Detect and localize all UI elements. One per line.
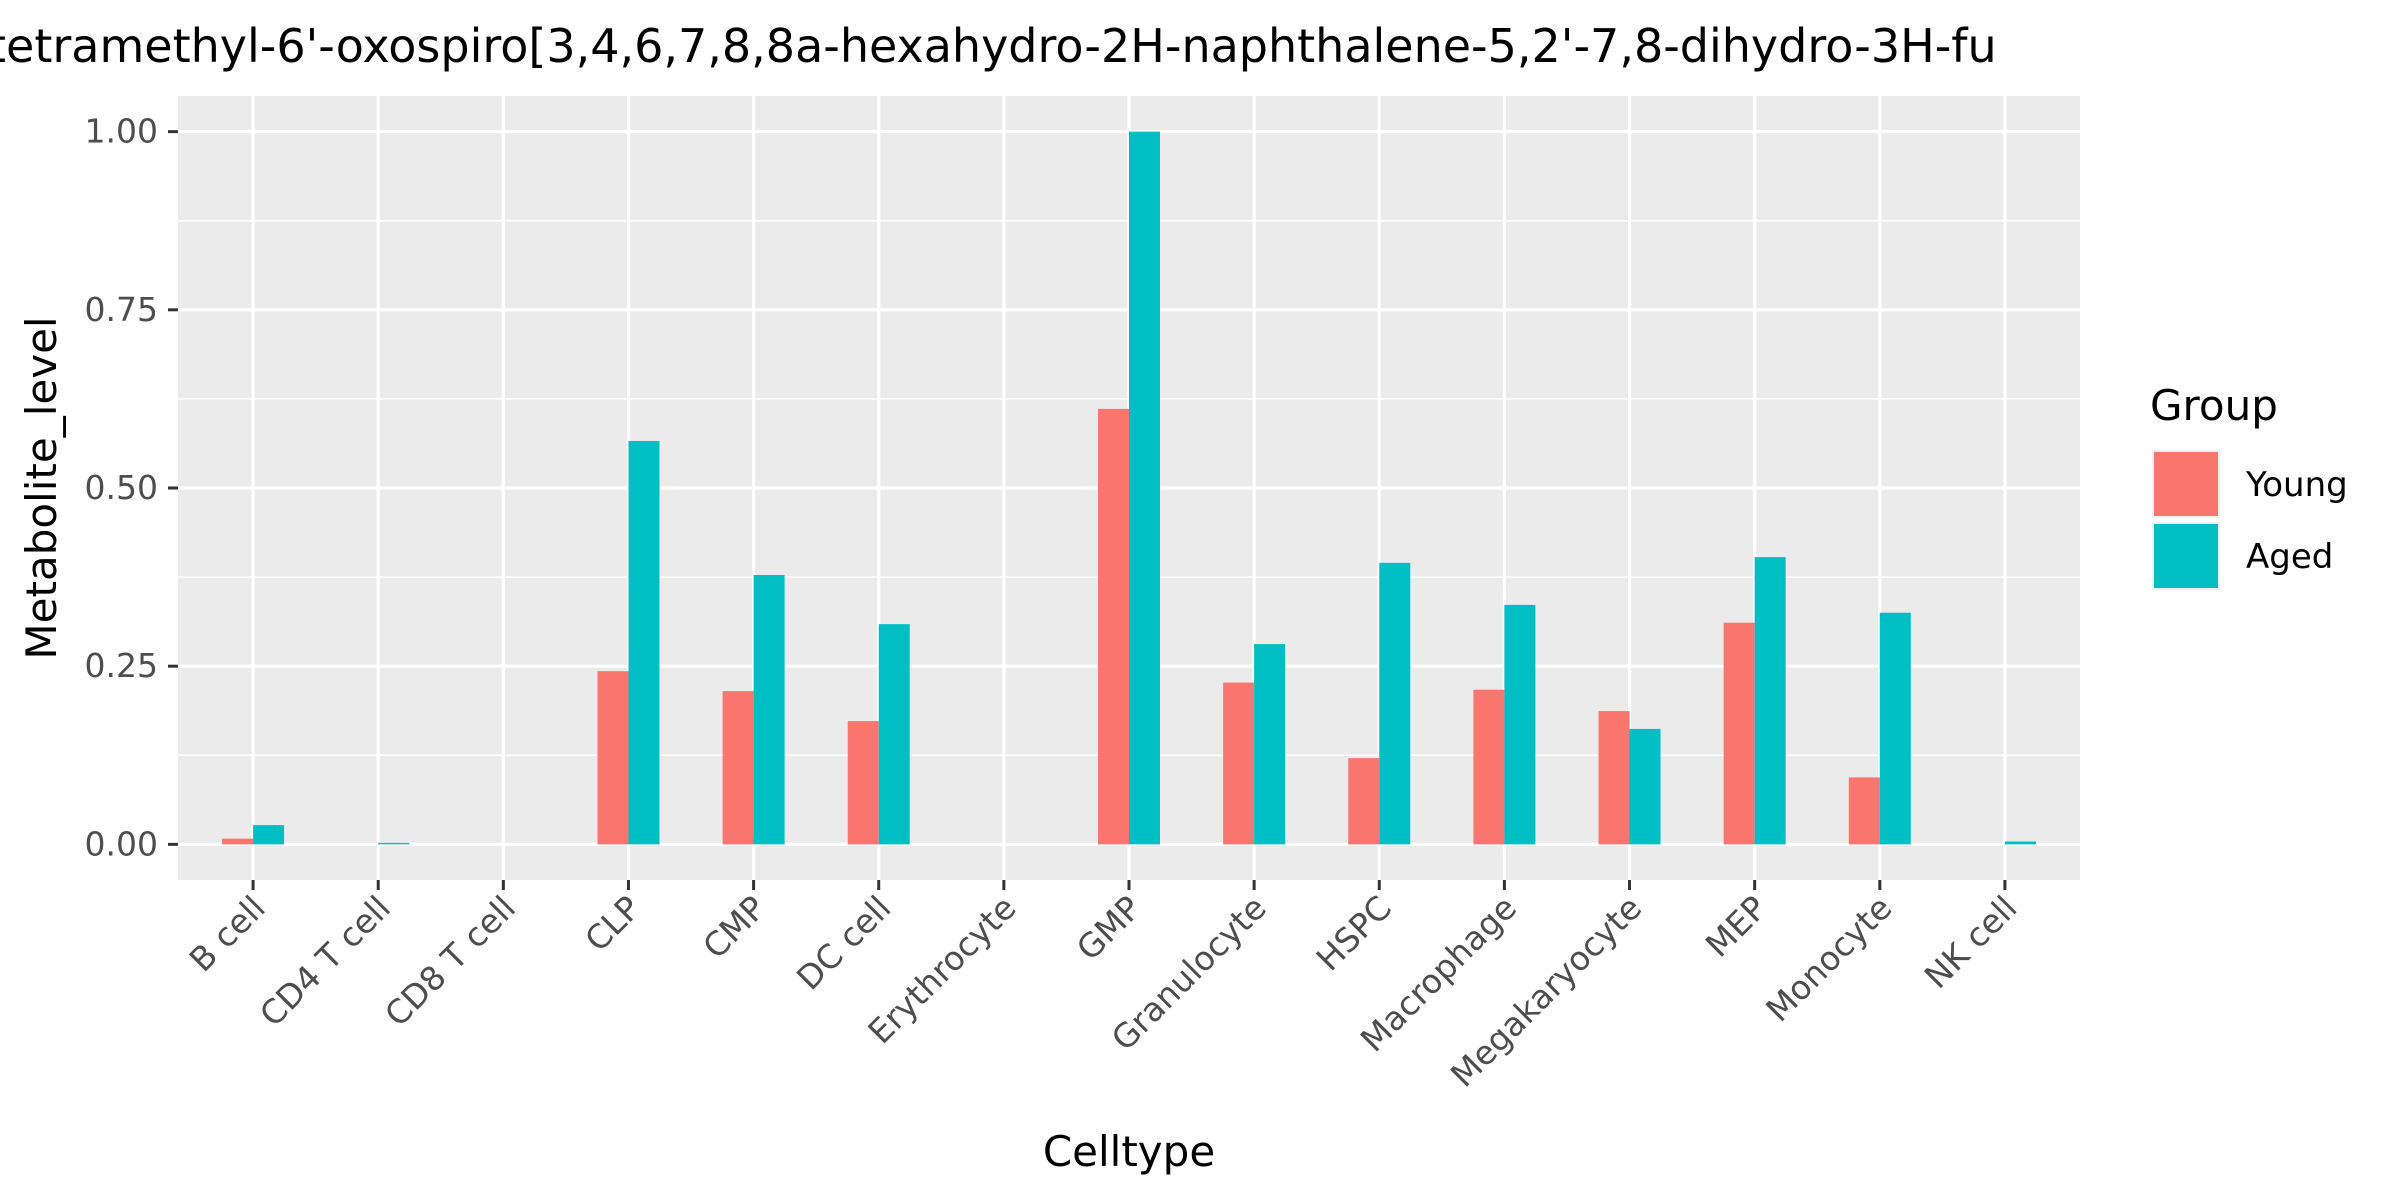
bar-aged (253, 825, 285, 845)
bar-young (1473, 689, 1505, 845)
bar-young (1598, 711, 1630, 845)
bar-aged (1254, 644, 1286, 845)
bar-young (722, 691, 754, 845)
x-tick-label: DC cell (789, 888, 898, 997)
x-tick-label: B cell (182, 888, 273, 979)
x-tick-label: CLP (577, 888, 648, 959)
bar-aged (1754, 557, 1786, 845)
bar-aged (2004, 841, 2036, 845)
x-tick-label: HSPC (1309, 888, 1399, 978)
x-tick-label: MEP (1698, 888, 1775, 965)
bar-aged (753, 574, 785, 845)
bar-aged (1504, 604, 1536, 845)
y-tick-label: 0.25 (85, 646, 158, 685)
legend-title: Group (2150, 381, 2278, 430)
y-axis: 0.00 0.25 0.50 0.75 1.00 (85, 112, 178, 863)
bar-young (597, 671, 629, 845)
bars (222, 131, 2036, 845)
bar-young (222, 838, 254, 845)
bar-aged (1129, 131, 1160, 845)
x-axis-title: Celltype (1043, 1127, 1215, 1176)
x-tick-label: CD8 T cell (377, 888, 523, 1034)
bar-young (1223, 682, 1255, 845)
bar-young (1723, 622, 1755, 845)
bar-young (1348, 758, 1380, 845)
y-tick-label: 0.00 (85, 824, 158, 863)
legend-key-aged (2154, 524, 2218, 588)
bar-aged (878, 624, 910, 845)
legend-label-young: Young (2245, 465, 2348, 505)
x-tick-label: NK cell (1917, 888, 2025, 996)
bar-aged (628, 440, 660, 845)
bar-aged (378, 842, 410, 845)
y-tick-label: 0.75 (85, 290, 158, 329)
x-tick-label: GMP (1069, 888, 1149, 968)
x-tick-label: CD4 T cell (252, 888, 398, 1034)
bar-young (1848, 777, 1880, 845)
y-axis-title: Metabolite_level (17, 316, 66, 659)
bar-aged (1629, 728, 1661, 845)
legend-key-young (2154, 452, 2218, 516)
x-tick-label: CMP (695, 888, 773, 966)
bar-young (1098, 408, 1129, 845)
x-tick-label: Monocyte (1758, 888, 1899, 1029)
y-tick-label: 0.50 (85, 468, 158, 507)
y-tick-label: 1.00 (85, 112, 158, 151)
bar-aged (1379, 562, 1411, 845)
legend-label-aged: Aged (2246, 537, 2333, 577)
bar-young (847, 721, 879, 845)
chart-title: tetramethyl-6'-oxospiro[3,4,6,7,8,8a-hex… (0, 19, 1997, 73)
legend: Group Young Aged (2150, 381, 2348, 590)
bar-aged (1879, 612, 1911, 845)
